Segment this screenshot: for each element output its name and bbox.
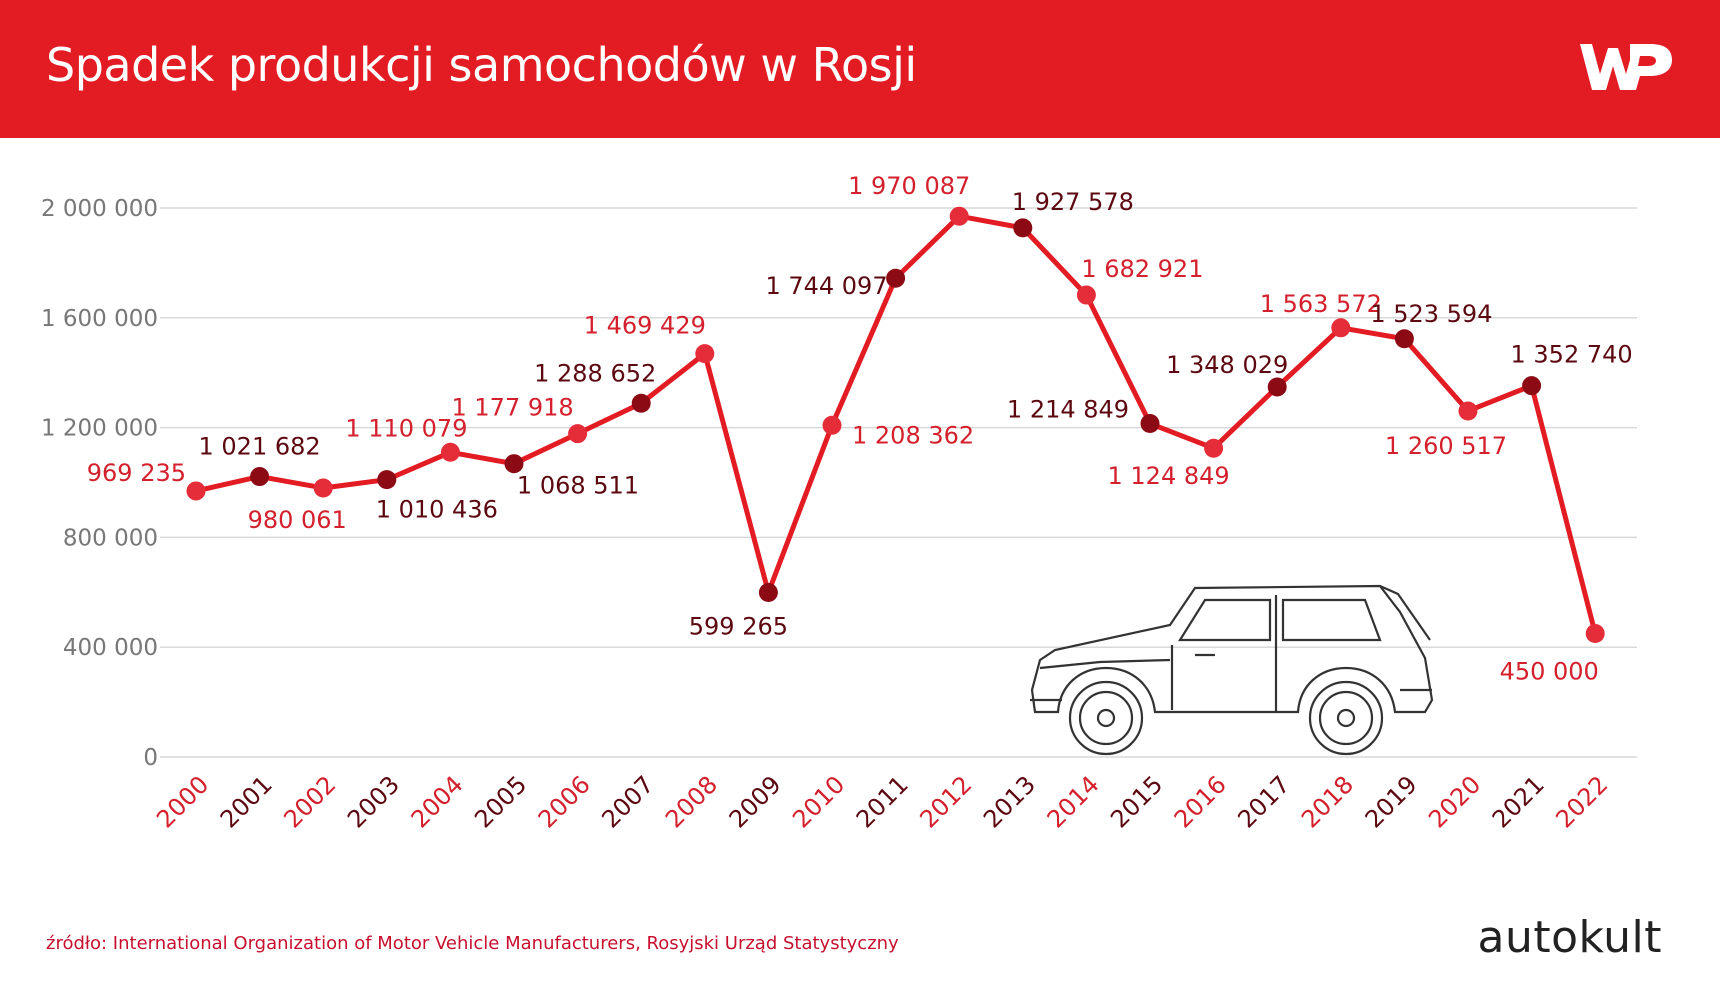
data-label: 1 260 517 [1385,432,1507,460]
chart-title: Spadek produkcji samochodów w Rosji [46,38,917,92]
data-point [568,424,588,444]
data-label: 969 235 [87,459,186,487]
y-tick-label: 800 000 [63,525,158,551]
x-tick-label: 2016 [1169,770,1232,833]
x-tick-label: 2000 [151,770,214,833]
data-label: 1 523 594 [1370,300,1492,328]
x-tick-label: 2010 [787,770,850,833]
x-tick-label: 2008 [660,770,723,833]
data-point [949,206,969,226]
data-point [1585,623,1605,643]
data-point [250,467,270,487]
y-tick-label: 0 [143,745,158,771]
data-point [504,454,524,474]
data-point [377,470,397,490]
x-tick-label: 2022 [1550,770,1613,833]
data-label: 1 970 087 [848,172,970,200]
data-labels: 969 235 1 021 682 980 061 1 010 436 1 110 07… [87,172,1633,685]
y-axis-tick-labels: 0 400 000 800 000 1 200 000 1 600 000 2 000 0… [41,196,158,771]
data-label: 599 265 [689,613,788,641]
data-label: 1 352 740 [1511,341,1633,369]
data-label: 1 010 436 [376,496,498,524]
y-tick-label: 1 600 000 [41,306,158,332]
header-bar: Spadek produkcji samochodów w Rosji [0,0,1720,138]
data-point [822,415,842,435]
x-tick-label: 2015 [1105,770,1168,833]
x-tick-label: 2020 [1423,770,1486,833]
data-point [313,478,333,498]
x-tick-label: 2011 [851,770,914,833]
data-point [1267,377,1287,397]
data-point [186,481,206,501]
x-tick-label: 2019 [1360,770,1423,833]
x-tick-label: 2003 [342,770,405,833]
x-tick-label: 2012 [914,770,977,833]
x-tick-label: 2001 [215,770,278,833]
y-tick-label: 2 000 000 [41,196,158,222]
x-tick-label: 2017 [1232,770,1295,833]
data-point [1204,438,1224,458]
data-label: 1 348 029 [1166,351,1288,379]
data-point [1522,376,1542,396]
data-label: 1 021 682 [199,433,321,461]
x-tick-label: 2007 [596,770,659,833]
data-label: 1 068 511 [517,472,639,500]
brand-logo: autokult [1477,912,1662,963]
data-point [1331,318,1351,338]
x-tick-label: 2005 [469,770,532,833]
source-note: źródło: International Organization of Mo… [46,933,899,954]
data-label: 1 214 849 [1007,396,1129,424]
data-point [886,268,906,288]
x-tick-label: 2014 [1042,770,1105,833]
data-point [758,583,778,603]
line-chart: 0 400 000 800 000 1 200 000 1 600 000 2 000 0… [41,172,1637,833]
data-label: 1 177 918 [452,394,574,422]
x-tick-label: 2013 [978,770,1041,833]
data-points [186,206,1605,643]
data-label: 1 110 079 [345,414,467,442]
grid-lines [160,207,1637,758]
x-tick-label: 2018 [1296,770,1359,833]
data-point [1140,414,1160,434]
data-point [1394,329,1414,349]
x-axis-tick-labels: 2000 2001 2002 2003 2004 2005 2006 2007 2008 2009… [151,770,1613,833]
data-label: 1 744 097 [765,272,887,300]
data-label: 1 124 849 [1108,462,1230,490]
data-point [1458,401,1478,421]
data-label: 1 288 652 [534,359,656,387]
y-tick-label: 400 000 [63,635,158,661]
car-illustration-icon [1030,584,1434,756]
data-point [1076,285,1096,305]
wp-logo-icon [1580,44,1672,90]
x-tick-label: 2004 [406,770,469,833]
data-point [631,393,651,413]
y-tick-label: 1 200 000 [41,416,158,442]
data-label: 1 563 572 [1260,290,1382,318]
data-label: 980 061 [248,506,347,534]
x-tick-label: 2021 [1487,770,1550,833]
data-label: 1 682 921 [1081,255,1203,283]
x-tick-label: 2006 [533,770,596,833]
x-tick-label: 2009 [724,770,787,833]
data-point [440,442,460,462]
data-label: 1 208 362 [852,421,974,449]
data-point [695,344,715,364]
data-label: 450 000 [1500,657,1599,685]
x-tick-label: 2002 [278,770,341,833]
data-label: 1 927 578 [1012,188,1134,216]
data-label: 1 469 429 [584,312,706,340]
data-point [1013,218,1033,238]
